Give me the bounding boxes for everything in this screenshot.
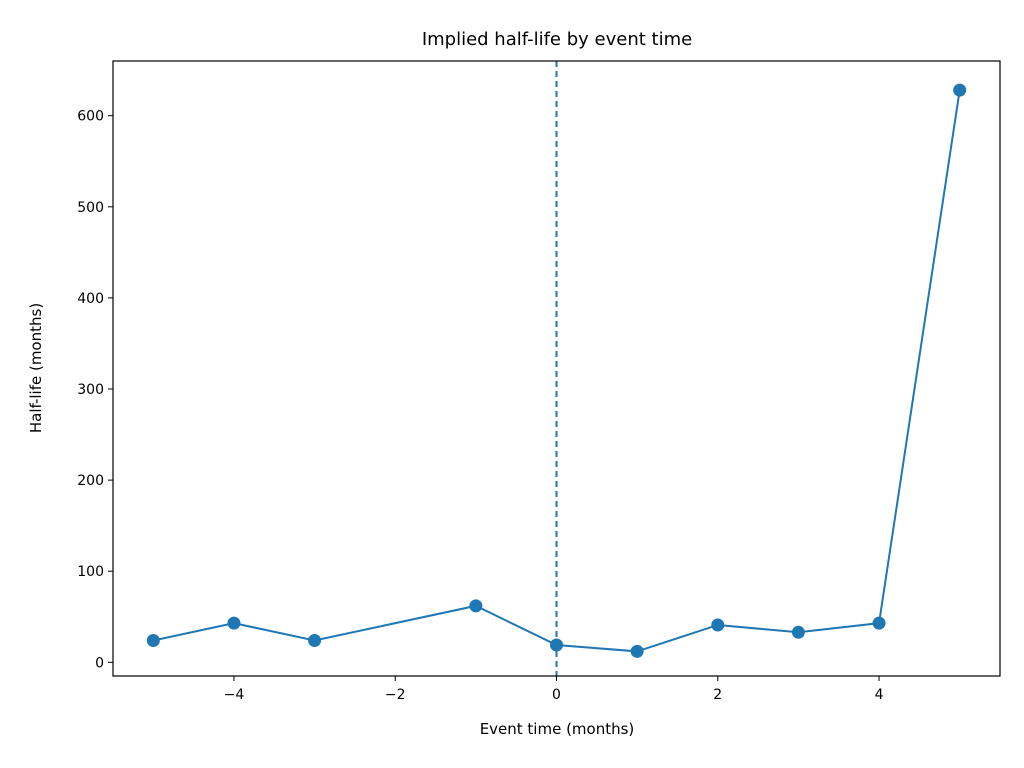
y-tick-label: 200 [77,473,104,489]
x-tick-label: −2 [385,687,406,703]
chart-title: Implied half-life by event time [422,29,692,50]
data-point [791,625,805,639]
data-point [146,633,160,647]
y-axis-label: Half-life (months) [27,303,45,433]
x-tick-label: 0 [552,687,561,703]
data-point [630,644,644,658]
y-axis-ticks: 0 100 200 300 400 500 600 [77,109,113,671]
series-line [153,90,961,653]
data-point [872,616,886,630]
y-tick-label: 0 [95,655,104,671]
data-point [308,633,322,647]
data-point [953,83,967,97]
x-axis-ticks: −4 −2 0 2 4 [224,676,884,703]
y-tick-label: 400 [77,291,104,307]
y-tick-label: 100 [77,564,104,580]
series-layer [146,83,967,658]
y-tick-label: 300 [77,382,104,398]
data-point [227,616,241,630]
x-tick-label: −4 [224,687,245,703]
data-point [711,618,725,632]
x-axis-label: Event time (months) [480,720,635,738]
data-point [469,599,483,613]
y-tick-label: 500 [77,200,104,216]
data-point [550,638,563,652]
y-tick-label: 600 [77,109,104,125]
x-tick-label: 4 [875,687,884,703]
x-tick-label: 2 [713,687,722,703]
